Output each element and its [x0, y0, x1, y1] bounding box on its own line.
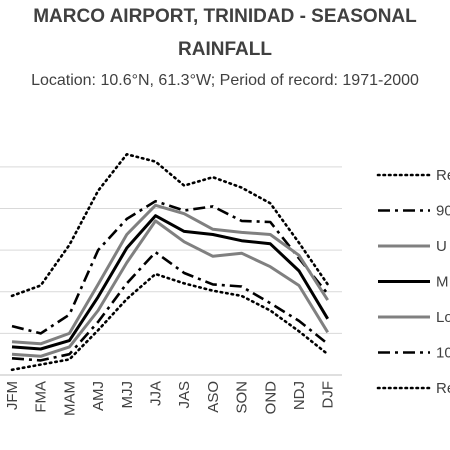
series-line-5: [11, 250, 329, 362]
series-line-3: [11, 214, 329, 351]
x-tick-label: OND: [262, 381, 279, 415]
chart-subtitle: Location: 10.6°N, 61.3°W; Period of reco…: [31, 72, 419, 89]
legend-label: U: [436, 238, 447, 255]
legend-label: Re: [436, 167, 450, 184]
chart-title-line2: RAINFALL: [178, 39, 272, 60]
x-tick-label: JAS: [176, 381, 193, 409]
series-line-0: [10, 153, 329, 298]
x-tick-label: SON: [234, 381, 251, 414]
x-tick-label: AMJ: [90, 381, 107, 411]
gridlines: [0, 166, 342, 376]
x-tick-label: ASO: [205, 381, 222, 413]
x-tick-label: NDJ: [291, 381, 308, 410]
legend-label: M: [436, 274, 449, 291]
series-lines: [10, 153, 329, 372]
x-tick-label: MJJ: [119, 381, 136, 409]
x-tick-label: JFM: [4, 381, 21, 410]
legend-label: Lo: [436, 309, 450, 326]
legend-label: Re: [436, 380, 450, 397]
series-line-6: [10, 272, 329, 372]
x-tick-label: DJF: [320, 381, 337, 409]
legend: Re 90 U M Lo 10 Re: [376, 167, 450, 397]
x-tick-label: JJA: [148, 381, 165, 406]
series-line-4: [11, 219, 329, 358]
x-tick-label: MAM: [61, 381, 78, 416]
series-line-2: [11, 203, 329, 346]
x-tick-label: FMA: [33, 381, 50, 413]
x-tick-labels: JFM FMA MAM AMJ MJJ JJA JAS ASO SON OND NDJ DJF: [4, 381, 337, 416]
legend-label: 90: [436, 203, 450, 220]
legend-label: 10: [436, 345, 450, 362]
chart-title-line1: MARCO AIRPORT, TRINIDAD - SEASONAL: [33, 6, 417, 27]
series-line-1: [11, 199, 329, 335]
